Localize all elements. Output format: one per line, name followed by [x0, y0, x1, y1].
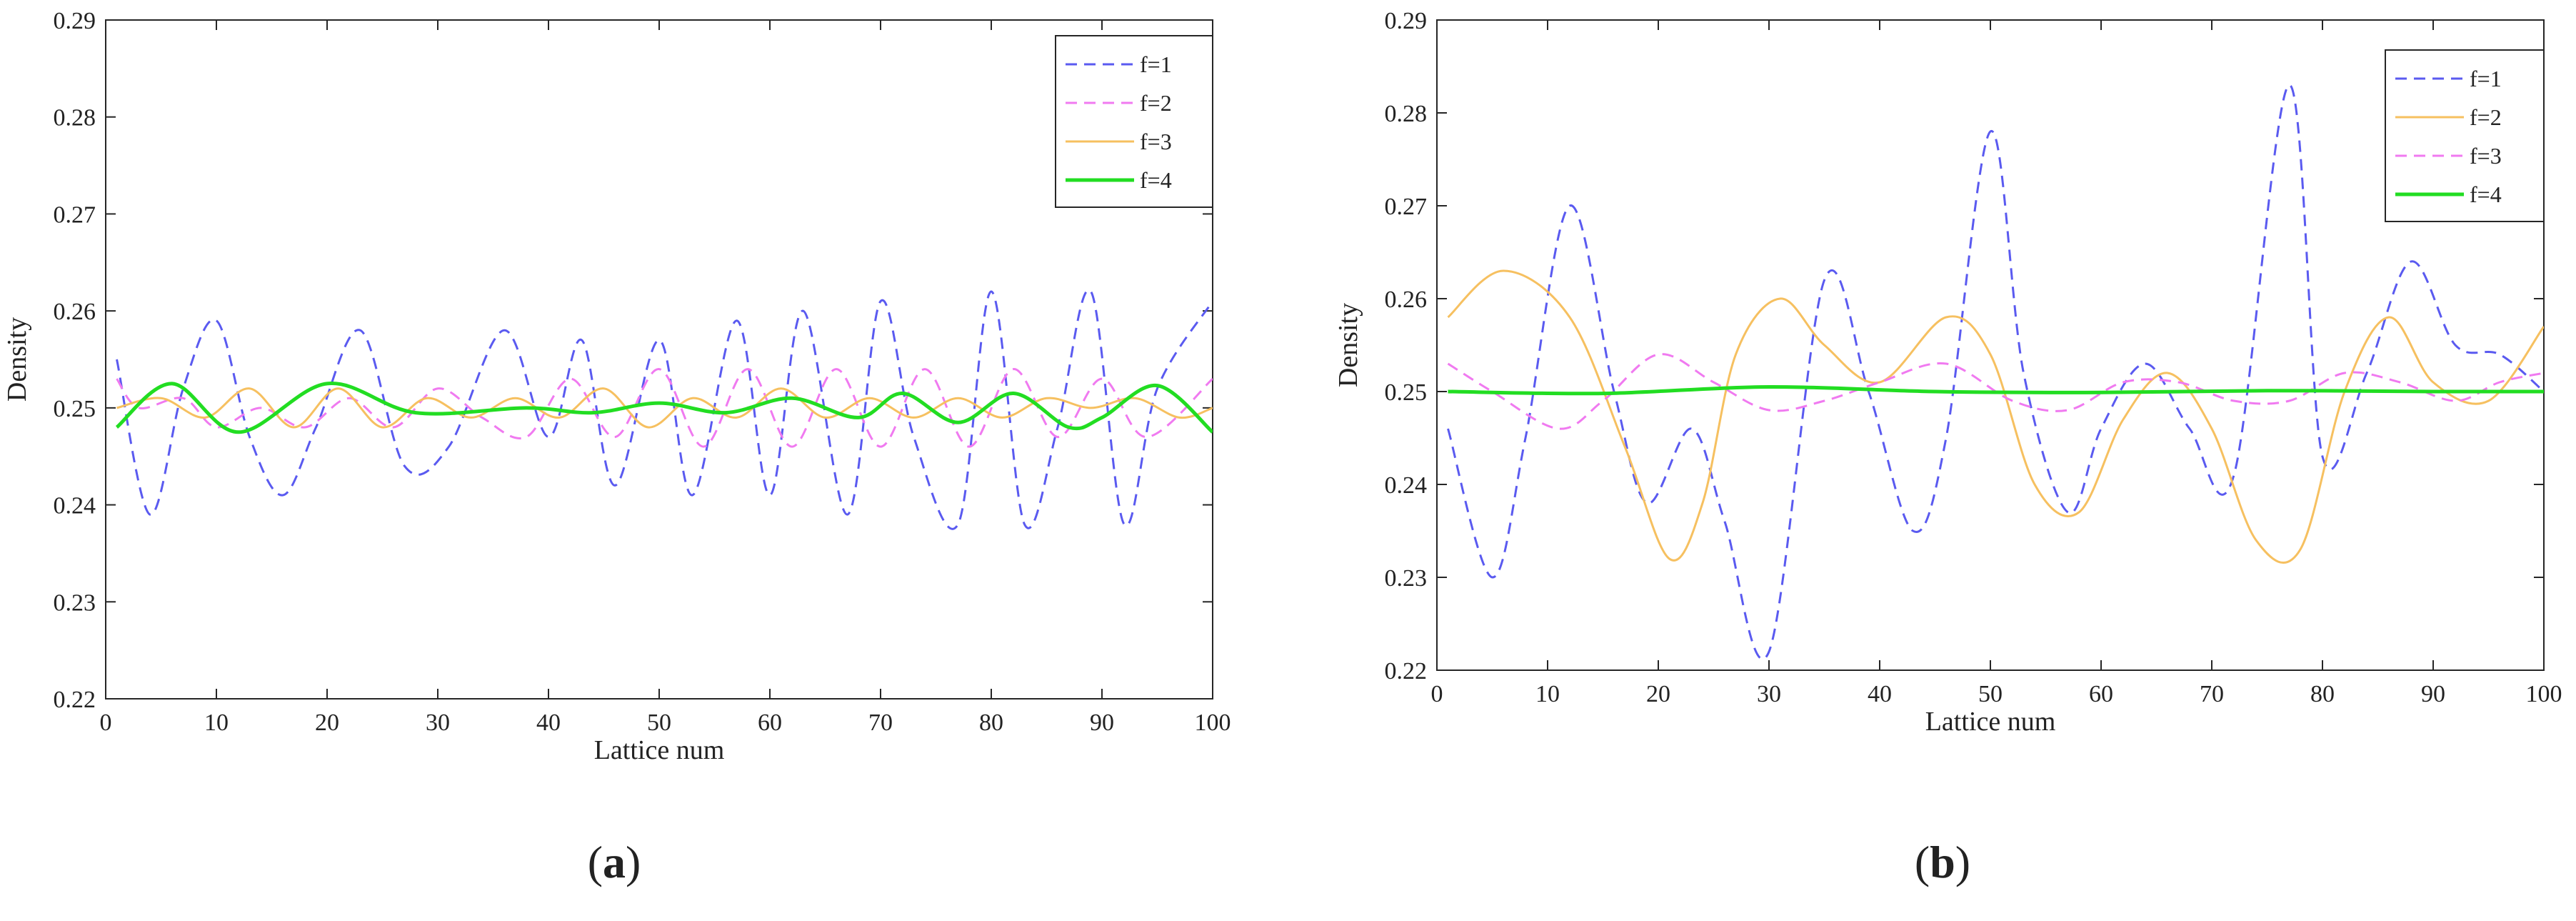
- panel-label-close: ): [1955, 837, 1970, 887]
- y-tick-label: 0.25: [54, 396, 96, 422]
- x-tick-label: 70: [868, 710, 893, 736]
- y-axis-title: Density: [1333, 303, 1363, 387]
- y-tick-label: 0.26: [1385, 287, 1428, 313]
- x-tick-label: 60: [2089, 681, 2113, 707]
- y-tick-label: 0.23: [1385, 565, 1428, 592]
- plot-frame: [1436, 19, 2545, 671]
- x-tick-label: 80: [2310, 681, 2335, 707]
- x-tick-label: 60: [758, 710, 782, 736]
- panel-label-letter: a: [603, 837, 626, 887]
- x-tick-label: 10: [204, 710, 229, 736]
- y-tick-label: 0.28: [1385, 101, 1428, 127]
- panel-label-open: (: [1915, 837, 1930, 887]
- x-tick-label: 90: [2421, 681, 2445, 707]
- series-line-f3: [116, 387, 1213, 429]
- legend: f=1 f=2 f=3 f=4: [2385, 49, 2545, 222]
- x-tick-label: 0: [100, 710, 112, 736]
- x-tick-label: 40: [1868, 681, 1892, 707]
- x-tick-label: 50: [647, 710, 671, 736]
- x-tick-label: 20: [315, 710, 339, 736]
- y-axis-title: Density: [2, 317, 32, 402]
- x-tick-label: 40: [536, 710, 561, 736]
- x-tick-label: 70: [2200, 681, 2224, 707]
- legend-label: f=4: [2470, 181, 2502, 207]
- panel-label-close: ): [626, 837, 641, 887]
- legend-label: f=4: [1140, 167, 1172, 193]
- panel-label-letter: b: [1930, 837, 1955, 887]
- series-line-f1: [1447, 84, 2544, 660]
- y-tick-label: 0.26: [54, 299, 96, 325]
- x-tick-label: 90: [1090, 710, 1114, 736]
- series-line-f4: [1448, 384, 2544, 396]
- legend-label: f=3: [1140, 129, 1172, 154]
- series-line-f1: [116, 289, 1213, 530]
- y-tick-label: 0.27: [1385, 194, 1428, 220]
- series-line-f2: [116, 368, 1213, 448]
- x-axis-title: Lattice num: [594, 735, 725, 765]
- legend-label: f=1: [2470, 66, 2502, 91]
- panel-label: (a): [588, 837, 641, 887]
- legend: f=1 f=2 f=3 f=4: [1055, 35, 1213, 208]
- x-tick-label: 100: [2526, 681, 2562, 707]
- y-tick-label: 0.22: [1385, 658, 1428, 684]
- legend-label: f=1: [1140, 51, 1172, 77]
- x-tick-label: 30: [1757, 681, 1781, 707]
- y-tick-label: 0.27: [54, 201, 96, 228]
- y-tick-label: 0.24: [54, 493, 96, 519]
- y-tick-label: 0.22: [54, 687, 96, 713]
- x-tick-label: 20: [1646, 681, 1670, 707]
- x-tick-label: 50: [1978, 681, 2003, 707]
- chart-panel-1: 0 10 20 30 40 50 60 70 80 90 100 0.22 0.23 0.24 0.25 0.…: [2, 8, 1231, 887]
- x-tick-label: 100: [1195, 710, 1231, 736]
- x-tick-label: 10: [1535, 681, 1560, 707]
- legend-label: f=2: [2470, 104, 2502, 130]
- y-tick-label: 0.29: [54, 8, 96, 34]
- x-tick-label: 80: [979, 710, 1003, 736]
- y-tick-label: 0.29: [1385, 8, 1428, 34]
- legend-label: f=3: [2470, 143, 2502, 169]
- y-tick-label: 0.25: [1385, 379, 1428, 406]
- panel-label-open: (: [588, 837, 603, 887]
- y-tick-label: 0.23: [54, 589, 96, 616]
- plot-frame: [105, 19, 1213, 700]
- y-tick-label: 0.24: [1385, 472, 1428, 499]
- legend-label: f=2: [1140, 90, 1172, 116]
- panel-label: (b): [1915, 837, 1970, 887]
- x-axis-title: Lattice num: [1925, 707, 2056, 737]
- series-line-f4: [115, 382, 1213, 434]
- x-tick-label: 0: [1431, 681, 1443, 707]
- x-tick-label: 30: [426, 710, 450, 736]
- chart-panel-2: 0 10 20 30 40 50 60 70 80 90 100 0.22 0.23 0.24 0.25 0.…: [1333, 8, 2562, 887]
- y-tick-label: 0.28: [54, 105, 96, 131]
